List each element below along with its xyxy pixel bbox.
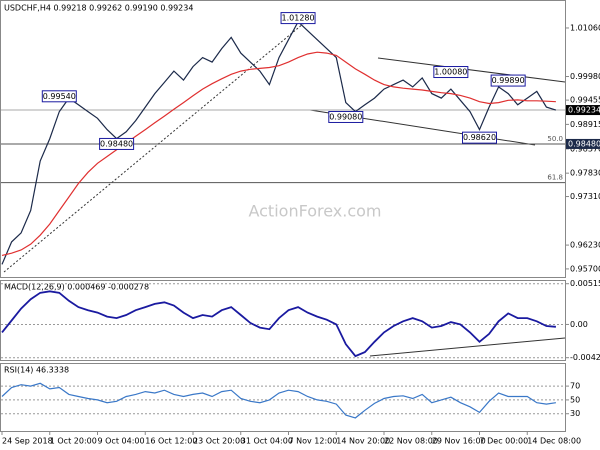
- price-title: USDCHF,H4 0.99218 0.99262 0.99190 0.9923…: [4, 4, 193, 13]
- last-price-label: 0.99234: [568, 106, 600, 115]
- annotation-box: [462, 131, 497, 144]
- macd-panel: [0, 280, 566, 361]
- series-line: [1, 20, 557, 265]
- x-tick-label: 22 Nov 08:00: [384, 437, 438, 446]
- level-label: 50.0: [547, 135, 563, 143]
- annotation-box: [328, 110, 364, 123]
- y-tick-label: 0.96230: [570, 241, 600, 250]
- x-tick-label: 24 Sep 2018: [2, 437, 53, 446]
- annotation-box: [99, 137, 135, 150]
- annotation-box: [280, 12, 316, 25]
- annotation-label: 0.98480: [100, 139, 133, 148]
- y-tick-label: 1.01060: [570, 23, 600, 32]
- annotation-label: 0.98620: [463, 133, 496, 142]
- x-tick-label: 23 Oct 20:00: [193, 437, 245, 446]
- x-tick-label: 14 Dec 08:00: [527, 437, 581, 446]
- watermark: ActionForex.com: [248, 202, 381, 221]
- rsi-panel: [0, 363, 566, 432]
- x-tick-label: 14 Nov 20:00: [336, 437, 390, 446]
- y-tick-label: 0.97830: [570, 169, 600, 178]
- series-line: [1, 51, 556, 256]
- annotation-box: [433, 66, 469, 79]
- annotation-label: 1.01280: [282, 14, 315, 23]
- annotation-label: 1.00080: [434, 68, 467, 77]
- channel-upper: [377, 57, 566, 83]
- series-line: [1, 290, 556, 358]
- y-tick-label: 0.97310: [570, 192, 600, 201]
- x-tick-label: 29 Nov 16:00: [432, 437, 486, 446]
- price-panel: [0, 0, 566, 278]
- y-tick-label: -0.004209: [570, 353, 600, 362]
- macd-title: MACD(12,26,9) 0.000469 -0.000278: [4, 283, 149, 292]
- y-tick-label: 0.99455: [570, 96, 600, 105]
- annotation-box: [490, 74, 526, 87]
- x-tick-label: 1 Oct 20:00: [50, 437, 97, 446]
- y-tick-label: 0.005156: [570, 279, 600, 288]
- trend-line: [3, 13, 316, 273]
- x-tick-label: 16 Oct 12:00: [145, 437, 197, 446]
- price-box-label: 0.98480: [568, 139, 600, 148]
- y-tick-label: 30: [570, 409, 580, 418]
- annotation-box: [41, 90, 77, 103]
- series-line: [1, 382, 556, 419]
- annotation-label: 0.99890: [492, 76, 525, 85]
- y-tick-label: 50: [570, 395, 580, 404]
- y-tick-label: 0.98915: [570, 120, 600, 129]
- price-box: [566, 138, 600, 149]
- y-tick-label: 0.00: [570, 320, 588, 329]
- y-tick-label: 0.95700: [570, 264, 600, 273]
- rsi-title: RSI(14) 46.3338: [4, 366, 69, 375]
- last-price-box: [566, 105, 600, 116]
- x-tick-label: 31 Oct 04:00: [241, 437, 293, 446]
- y-tick-label: 70: [570, 382, 580, 391]
- macd-trend-line: [369, 337, 566, 357]
- annotation-label: 0.99080: [329, 112, 362, 121]
- x-tick-label: 9 Oct 04:00: [98, 437, 145, 446]
- y-tick-label: 0.99980: [570, 72, 600, 81]
- level-label: 61.8: [547, 174, 563, 182]
- annotation-label: 0.99540: [43, 92, 76, 101]
- x-tick-label: 7 Dec 00:00: [480, 437, 529, 446]
- x-tick-label: 7 Nov 12:00: [289, 437, 338, 446]
